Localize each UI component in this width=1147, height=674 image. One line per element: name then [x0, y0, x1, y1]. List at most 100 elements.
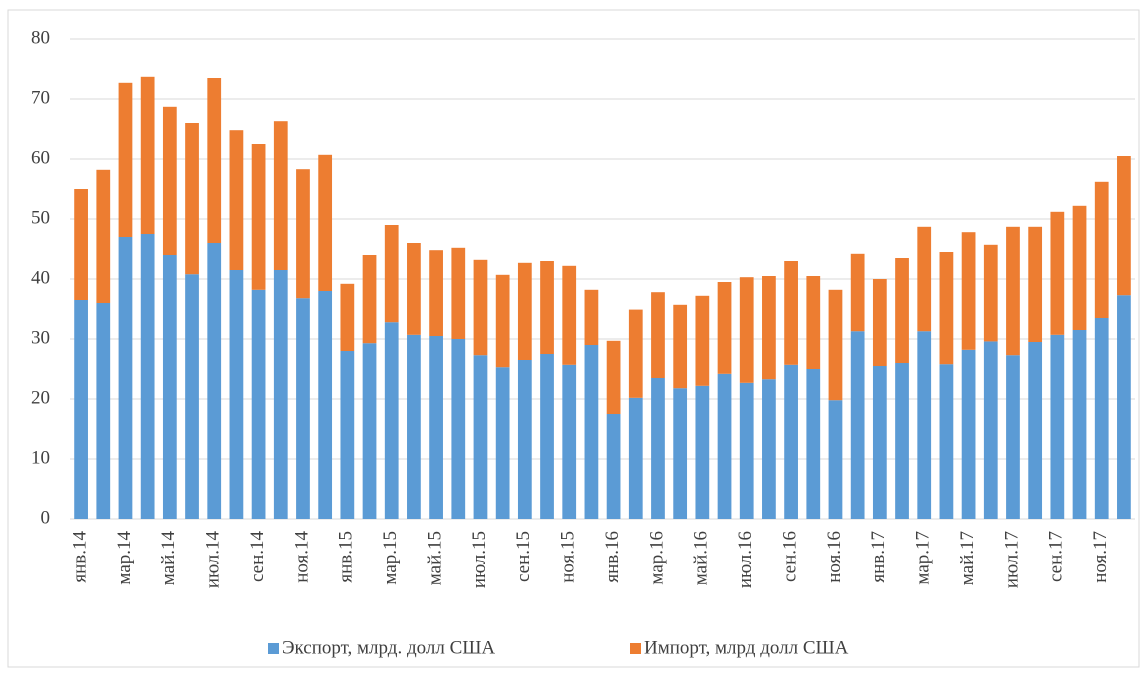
bar-segment: [895, 258, 909, 363]
bar-segment: [473, 355, 488, 519]
bar-segment: [162, 106, 177, 255]
bar-segment: [717, 282, 732, 374]
bar-segment: [384, 225, 399, 323]
bar-segment: [1050, 334, 1065, 519]
bar-segment: [762, 276, 776, 380]
y-tick-label: 80: [31, 27, 50, 48]
bar-segment: [828, 289, 843, 401]
bar-segment: [872, 366, 887, 519]
bar-segment: [384, 322, 399, 519]
bar-segment: [651, 378, 665, 519]
bar-segment: [1006, 226, 1020, 356]
bar-segment: [296, 298, 310, 519]
bar-segment: [584, 289, 599, 345]
bar-segment: [562, 265, 577, 365]
bar-segment: [96, 303, 111, 519]
y-tick-label: 30: [31, 327, 50, 348]
x-tick-label: ноя.16: [824, 531, 845, 583]
x-tick-label: ноя.15: [558, 531, 579, 583]
x-tick-label: янв.15: [336, 531, 357, 583]
y-tick-label: 70: [31, 87, 50, 108]
bar-segment: [74, 189, 88, 300]
bar-segment: [207, 243, 222, 519]
bar-segment: [673, 304, 688, 389]
bar-segment: [1028, 342, 1043, 519]
bar-segment: [473, 259, 488, 356]
bar-segment: [562, 364, 577, 519]
bar-segment: [939, 364, 954, 519]
x-tick-label: янв.17: [868, 531, 889, 583]
bar-segment: [1028, 226, 1043, 342]
bar-segment: [140, 76, 155, 234]
bar-segment: [584, 345, 599, 519]
bar-segment: [495, 274, 510, 368]
x-tick-label: ноя.17: [1090, 531, 1111, 583]
bar-segment: [1117, 295, 1131, 519]
legend-swatch: [268, 643, 279, 654]
bar-segment: [651, 292, 665, 378]
bar-segment: [961, 232, 976, 350]
bar-segment: [318, 291, 333, 519]
bar-segment: [961, 349, 976, 519]
x-tick-label: мар.16: [646, 531, 667, 585]
bar-segment: [273, 270, 288, 519]
y-tick-label: 20: [31, 387, 50, 408]
bar-segment: [318, 154, 333, 291]
bar-segment: [850, 253, 865, 332]
bar-segment: [429, 336, 443, 519]
bar-segment: [739, 382, 754, 519]
legend-label: Импорт, млрд долл США: [644, 637, 849, 658]
bar-segment: [717, 373, 732, 519]
x-tick-label: сен.14: [247, 531, 268, 583]
x-tick-label: июл.14: [203, 531, 224, 589]
bar-segment: [762, 379, 776, 519]
bar-segment: [673, 388, 688, 519]
x-tick-label: сен.17: [1046, 531, 1067, 582]
bar-segment: [939, 252, 954, 365]
y-tick-label: 10: [31, 447, 50, 468]
bar-segment: [229, 130, 244, 270]
bar-segment: [606, 414, 621, 519]
bar-segment: [340, 283, 355, 351]
bar-segment: [1072, 205, 1087, 330]
x-tick-label: янв.14: [69, 531, 90, 583]
bar-segment: [1117, 156, 1131, 296]
bar-segment: [273, 121, 288, 270]
bar-segment: [917, 226, 932, 332]
bar-segment: [140, 234, 155, 519]
legend-swatch: [630, 643, 641, 654]
bar-segment: [540, 261, 554, 354]
x-tick-label: мар.15: [380, 531, 401, 585]
bar-segment: [784, 364, 798, 519]
y-tick-label: 60: [31, 147, 50, 168]
legend-label: Экспорт, млрд. долл США: [282, 637, 495, 658]
x-tick-label: июл.16: [735, 531, 756, 588]
bar-segment: [872, 279, 887, 366]
bar-segment: [606, 340, 621, 414]
bar-segment: [628, 397, 643, 519]
bar-segment: [207, 78, 222, 243]
bar-segment: [850, 331, 865, 519]
x-tick-label: июл.17: [1001, 531, 1022, 588]
bar-segment: [185, 274, 199, 519]
bar-segment: [739, 277, 754, 383]
x-tick-label: янв.16: [602, 531, 623, 583]
bar-segment: [784, 261, 798, 365]
y-tick-label: 50: [31, 207, 50, 228]
y-tick-label: 40: [31, 267, 50, 288]
bar-segment: [895, 363, 909, 519]
bar-segment: [1006, 355, 1020, 519]
bar-segment: [251, 289, 266, 519]
bar-segment: [185, 123, 199, 275]
bar-segment: [451, 247, 466, 339]
bar-segment: [806, 369, 821, 519]
x-tick-label: сен.16: [779, 531, 800, 582]
bar-segment: [229, 270, 244, 519]
bar-segment: [1094, 181, 1109, 318]
bar-segment: [74, 300, 88, 519]
bar-segment: [828, 400, 843, 519]
bar-segment: [407, 243, 421, 335]
bar-segment: [340, 351, 355, 519]
x-tick-label: ноя.14: [291, 531, 312, 583]
